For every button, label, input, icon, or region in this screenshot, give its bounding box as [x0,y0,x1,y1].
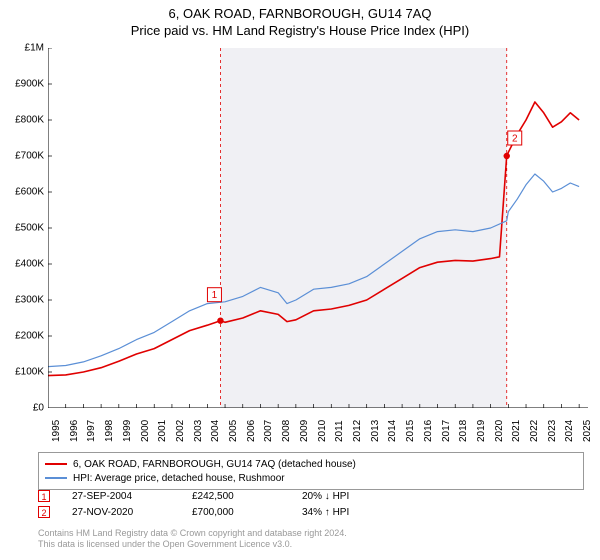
y-tick-label: £600K [15,187,44,198]
chart-svg: 12 [48,48,588,408]
x-tick-label: 2007 [263,420,274,442]
x-tick-label: 2002 [175,420,186,442]
legend-row: HPI: Average price, detached house, Rush… [45,471,577,485]
x-tick-label: 2022 [529,420,540,442]
y-tick-label: £100K [15,367,44,378]
event-row: 1 27-SEP-2004£242,50020% ↓ HPI [38,490,584,502]
event-date: 27-NOV-2020 [72,507,192,518]
x-tick-label: 1999 [122,420,133,442]
chart-container: 6, OAK ROAD, FARNBOROUGH, GU14 7AQ Price… [0,0,600,560]
legend-row: 6, OAK ROAD, FARNBOROUGH, GU14 7AQ (deta… [45,457,577,471]
events-table: 1 27-SEP-2004£242,50020% ↓ HPI 2 27-NOV-202… [38,490,584,522]
footer-line-1: Contains HM Land Registry data © Crown c… [38,528,584,539]
x-tick-label: 2003 [193,420,204,442]
x-tick-label: 2001 [157,420,168,442]
x-tick-label: 2012 [352,420,363,442]
x-tick-label: 1995 [51,420,62,442]
y-tick-label: £300K [15,295,44,306]
x-tick-label: 2005 [228,420,239,442]
y-tick-label: £800K [15,115,44,126]
svg-text:2: 2 [512,134,518,145]
x-tick-label: 2025 [582,420,593,442]
legend-swatch [45,463,67,465]
x-tick-label: 2019 [476,420,487,442]
x-tick-label: 1996 [69,420,80,442]
event-marker: 2 [38,506,50,518]
x-tick-label: 2024 [564,420,575,442]
legend-label: 6, OAK ROAD, FARNBOROUGH, GU14 7AQ (deta… [73,459,356,470]
event-marker: 1 [38,490,50,502]
x-tick-label: 1998 [104,420,115,442]
x-tick-label: 2016 [423,420,434,442]
event-diff: 20% ↓ HPI [302,491,392,502]
y-tick-label: £900K [15,79,44,90]
x-tick-label: 2013 [370,420,381,442]
footer: Contains HM Land Registry data © Crown c… [38,528,584,551]
x-tick-label: 2020 [494,420,505,442]
x-tick-label: 1997 [86,420,97,442]
chart-title: 6, OAK ROAD, FARNBOROUGH, GU14 7AQ [0,6,600,21]
x-tick-label: 2021 [511,420,522,442]
y-tick-label: £0 [33,403,44,414]
y-tick-label: £700K [15,151,44,162]
chart-subtitle: Price paid vs. HM Land Registry's House … [0,23,600,38]
x-tick-label: 2009 [299,420,310,442]
x-tick-label: 2008 [281,420,292,442]
y-tick-label: £200K [15,331,44,342]
event-row: 2 27-NOV-2020£700,00034% ↑ HPI [38,506,584,518]
legend-label: HPI: Average price, detached house, Rush… [73,473,285,484]
event-price: £242,500 [192,491,302,502]
x-tick-label: 2015 [405,420,416,442]
legend-swatch [45,477,67,479]
x-tick-label: 2017 [441,420,452,442]
x-tick-label: 2000 [140,420,151,442]
event-date: 27-SEP-2004 [72,491,192,502]
y-axis: £0£100K£200K£300K£400K£500K£600K£700K£80… [0,48,48,408]
x-axis: 1995 1996 1997 1998 1999 2000 2001 2002 2003 2004… [48,408,588,450]
x-tick-label: 2006 [246,420,257,442]
x-tick-label: 2018 [458,420,469,442]
x-tick-label: 2004 [210,420,221,442]
y-tick-label: £500K [15,223,44,234]
legend-box: 6, OAK ROAD, FARNBOROUGH, GU14 7AQ (deta… [38,452,584,490]
event-price: £700,000 [192,507,302,518]
footer-line-2: This data is licensed under the Open Gov… [38,539,584,550]
x-tick-label: 2010 [317,420,328,442]
svg-text:1: 1 [212,290,218,301]
y-tick-label: £400K [15,259,44,270]
event-diff: 34% ↑ HPI [302,507,392,518]
title-block: 6, OAK ROAD, FARNBOROUGH, GU14 7AQ Price… [0,0,600,38]
x-tick-label: 2011 [334,420,345,442]
chart-area: 12 [48,48,588,408]
x-tick-label: 2023 [547,420,558,442]
x-tick-label: 2014 [387,420,398,442]
y-tick-label: £1M [25,43,44,54]
